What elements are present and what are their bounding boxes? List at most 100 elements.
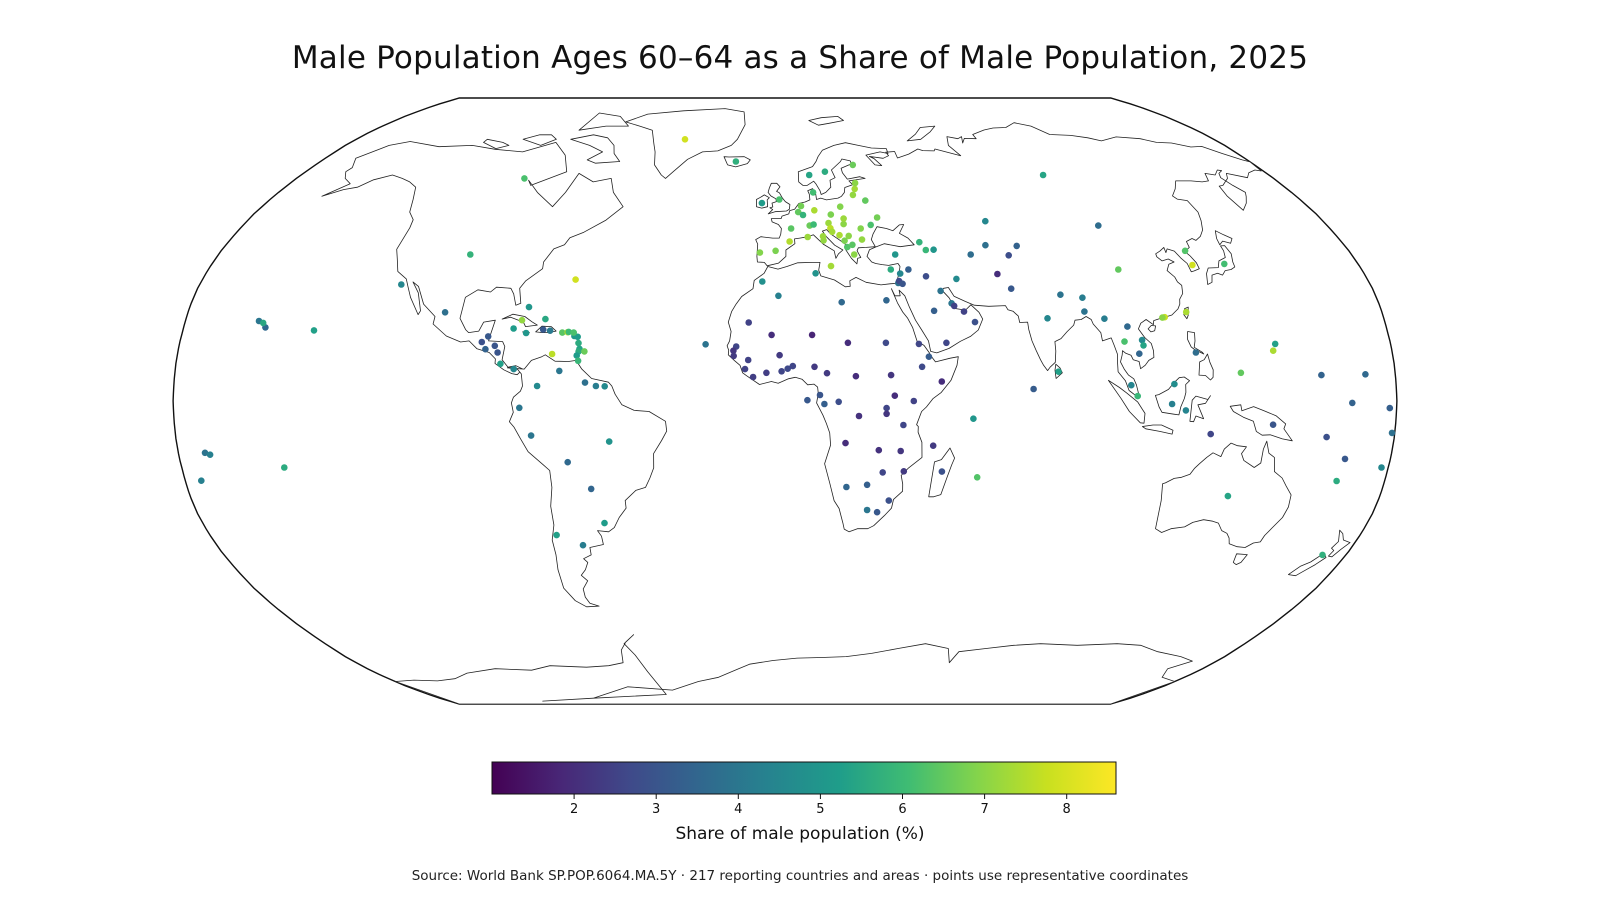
data-point bbox=[982, 217, 989, 225]
data-point bbox=[819, 233, 827, 240]
data-point bbox=[533, 382, 541, 390]
data-point bbox=[1181, 247, 1189, 255]
data-point bbox=[1388, 429, 1396, 437]
data-point bbox=[851, 179, 859, 187]
data-point bbox=[1318, 371, 1325, 379]
data-point bbox=[565, 328, 572, 336]
data-point bbox=[967, 251, 974, 258]
data-point bbox=[587, 485, 595, 493]
data-point bbox=[844, 243, 851, 251]
map-title: Male Population Ages 60–64 as a Share of… bbox=[291, 40, 1309, 76]
colorbar-tick-label: 8 bbox=[1063, 802, 1071, 817]
data-point bbox=[525, 303, 533, 311]
data-point bbox=[573, 352, 580, 359]
data-point bbox=[776, 351, 783, 359]
data-point bbox=[1013, 242, 1020, 250]
data-point bbox=[883, 297, 890, 304]
data-point bbox=[857, 225, 864, 232]
data-point bbox=[574, 333, 581, 341]
data-point bbox=[922, 246, 930, 254]
data-point bbox=[259, 319, 267, 327]
data-point bbox=[539, 326, 547, 333]
land-outline bbox=[1187, 331, 1205, 355]
data-point bbox=[1182, 308, 1190, 316]
colorbar-tick-label: 2 bbox=[570, 802, 578, 817]
data-point bbox=[1221, 260, 1228, 268]
data-point bbox=[953, 275, 960, 283]
data-point bbox=[842, 439, 849, 447]
land-outline bbox=[625, 108, 746, 179]
data-point bbox=[883, 410, 890, 418]
data-point bbox=[201, 449, 209, 457]
data-point bbox=[1005, 252, 1012, 259]
data-point bbox=[741, 365, 749, 373]
data-point bbox=[572, 276, 579, 283]
data-point bbox=[844, 339, 852, 347]
data-point bbox=[825, 219, 832, 227]
data-point bbox=[973, 474, 981, 481]
data-point bbox=[745, 319, 752, 326]
data-point bbox=[510, 365, 517, 373]
data-point bbox=[1171, 380, 1178, 388]
data-point bbox=[1124, 323, 1131, 330]
data-point bbox=[1134, 392, 1141, 400]
land-outline bbox=[1232, 553, 1248, 565]
land-outline bbox=[1214, 230, 1233, 246]
data-point bbox=[1136, 350, 1143, 358]
data-point bbox=[918, 363, 926, 371]
data-point bbox=[702, 341, 709, 348]
data-point bbox=[805, 171, 813, 179]
data-point bbox=[891, 251, 899, 258]
data-point bbox=[885, 497, 893, 504]
data-point bbox=[574, 357, 582, 365]
land-outline bbox=[321, 141, 624, 376]
data-point bbox=[910, 397, 918, 405]
data-point bbox=[812, 270, 819, 277]
data-point bbox=[1030, 385, 1037, 393]
data-point bbox=[491, 342, 499, 350]
colorbar-tick-label: 7 bbox=[980, 802, 988, 817]
data-point bbox=[797, 202, 805, 210]
data-point bbox=[821, 400, 828, 408]
data-point bbox=[1224, 492, 1232, 500]
data-point bbox=[732, 158, 740, 165]
data-point bbox=[836, 203, 844, 210]
data-point bbox=[592, 382, 600, 390]
data-point bbox=[1055, 368, 1062, 376]
data-point bbox=[794, 208, 802, 216]
land-outline bbox=[1147, 325, 1156, 333]
data-point bbox=[855, 412, 863, 420]
land-outline bbox=[1229, 404, 1293, 442]
data-point bbox=[811, 207, 818, 214]
land-outline bbox=[1198, 353, 1214, 381]
data-point bbox=[994, 270, 1001, 278]
data-point bbox=[897, 447, 904, 455]
data-point bbox=[938, 468, 946, 475]
data-point bbox=[1095, 222, 1102, 229]
data-point bbox=[749, 373, 757, 381]
data-point bbox=[1269, 421, 1277, 429]
data-point bbox=[546, 327, 554, 335]
data-point bbox=[510, 325, 517, 332]
data-point bbox=[744, 356, 752, 364]
data-point bbox=[516, 404, 523, 412]
land-outline bbox=[1142, 424, 1174, 435]
data-point bbox=[799, 211, 807, 219]
data-point bbox=[1168, 400, 1176, 408]
colorbar-ticks: 2 3 4 5 6 7 8 bbox=[570, 794, 1071, 817]
data-point bbox=[1349, 399, 1356, 407]
land-outline bbox=[522, 134, 557, 146]
data-point bbox=[281, 464, 288, 471]
data-point bbox=[852, 372, 860, 380]
data-point bbox=[922, 273, 930, 280]
data-point bbox=[605, 438, 613, 445]
data-point bbox=[206, 451, 214, 459]
data-point bbox=[467, 251, 474, 258]
data-point bbox=[601, 519, 608, 527]
data-point bbox=[681, 136, 689, 143]
data-point bbox=[887, 371, 895, 379]
data-point bbox=[925, 353, 933, 361]
colorbar-tick-label: 6 bbox=[898, 802, 906, 817]
data-point bbox=[887, 266, 895, 273]
data-point bbox=[804, 396, 811, 404]
